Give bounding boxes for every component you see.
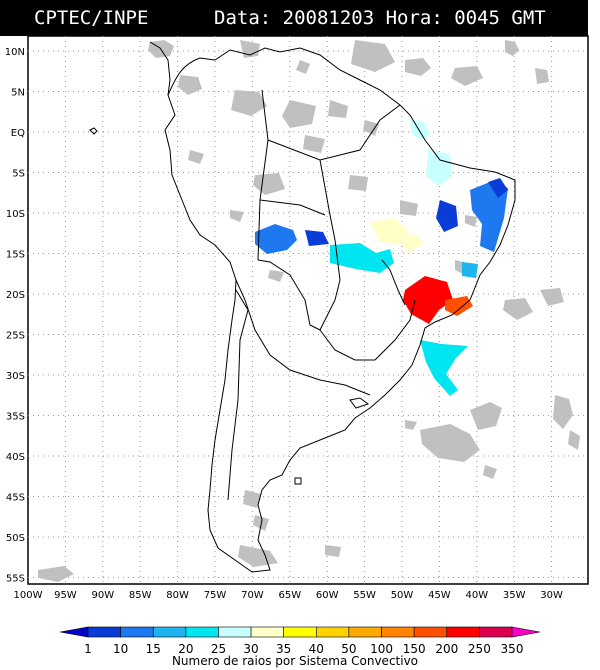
lon-tick-label: 75W <box>204 590 227 601</box>
lat-tick-label: 5S <box>12 169 25 180</box>
legend-swatch <box>479 626 513 638</box>
legend-value: 35 <box>276 642 291 656</box>
lat-tick-label: 40S <box>6 452 25 463</box>
lightning-cell <box>305 230 329 246</box>
lon-tick-label: 50W <box>391 590 414 601</box>
map-header: CPTEC/INPE Data: 20081203 Hora: 0045 GMT <box>0 0 588 36</box>
lat-tick-label: 15S <box>6 250 25 261</box>
lon-tick-label: 100W <box>14 590 43 601</box>
legend-swatch <box>120 626 154 638</box>
lightning-cell <box>470 182 508 252</box>
lon-tick-label: 65W <box>278 590 301 601</box>
lightning-cell <box>255 224 297 254</box>
lat-tick-label: 30S <box>6 371 25 382</box>
legend-value: 100 <box>370 642 393 656</box>
legend-value: 10 <box>113 642 128 656</box>
legend-swatch <box>87 626 121 638</box>
map-frame <box>27 35 589 585</box>
axis-ticks: 10N 5N EQ 5S 10S 15S 20S 25S 30S 35S 40S 45S 50S 55S 1… <box>5 47 563 601</box>
legend-swatch <box>413 626 448 638</box>
lat-tick-label: 10N <box>5 47 25 58</box>
convective-systems <box>255 120 508 396</box>
coastlines <box>89 41 516 573</box>
lon-tick-label: 35W <box>503 590 526 601</box>
cloud-cover <box>38 40 580 582</box>
lat-tick-label: 55S <box>6 574 25 585</box>
legend-swatch <box>250 626 284 638</box>
legend-value: 50 <box>341 642 356 656</box>
legend-value: 200 <box>435 642 458 656</box>
legend-value: 150 <box>403 642 426 656</box>
colorbar-legend: 1 10 15 20 25 30 35 40 50 100 150 200 250 350 <box>59 626 541 656</box>
lightning-cell <box>403 276 453 324</box>
lat-tick-label: EQ <box>11 128 25 139</box>
lon-tick-label: 55W <box>353 590 376 601</box>
lat-tick-label: 50S <box>6 533 25 544</box>
legend-swatch <box>316 626 350 638</box>
legend-value: 250 <box>468 642 491 656</box>
lightning-cell <box>420 340 468 396</box>
legend-title: Numero de raios por Sistema Convectivo <box>172 654 418 668</box>
legend-swatch <box>185 626 219 638</box>
lon-tick-label: 60W <box>316 590 339 601</box>
lat-tick-label: 35S <box>6 412 25 423</box>
lat-tick-label: 10S <box>6 209 25 220</box>
lat-tick-label: 25S <box>6 331 25 342</box>
datetime-label: Data: 20081203 Hora: 0045 GMT <box>214 7 546 29</box>
legend-value: 40 <box>309 642 324 656</box>
lightning-cell <box>488 178 508 198</box>
legend-swatch <box>283 626 317 638</box>
legend-swatch <box>59 626 89 638</box>
lon-tick-label: 40W <box>465 590 488 601</box>
legend-value: 25 <box>211 642 226 656</box>
lightning-cell <box>396 234 424 252</box>
legend-swatch <box>381 626 415 638</box>
lightning-cell <box>426 150 452 186</box>
lon-tick-label: 30W <box>540 590 563 601</box>
lat-tick-label: 45S <box>6 493 25 504</box>
lightning-cell <box>410 120 430 140</box>
lon-tick-label: 45W <box>428 590 451 601</box>
legend-swatch <box>511 626 541 638</box>
lat-tick-label: 20S <box>6 290 25 301</box>
source-label: CPTEC/INPE <box>34 7 149 29</box>
lon-tick-label: 70W <box>241 590 264 601</box>
legend-swatch <box>218 626 252 638</box>
lon-tick-label: 95W <box>54 590 77 601</box>
lightning-cell <box>445 296 473 316</box>
lightning-cell <box>462 262 478 278</box>
legend-swatch <box>152 626 187 638</box>
legend-value: 30 <box>243 642 258 656</box>
legend-value: 20 <box>178 642 193 656</box>
legend-value: 15 <box>146 642 161 656</box>
lightning-cell <box>330 243 394 273</box>
legend-value: 1 <box>84 642 92 656</box>
lightning-cell <box>436 200 458 232</box>
lon-tick-label: 90W <box>91 590 114 601</box>
lat-tick-label: 5N <box>11 88 25 99</box>
legend-value: 350 <box>501 642 524 656</box>
legend-swatch <box>446 626 480 638</box>
lon-tick-label: 85W <box>129 590 152 601</box>
lon-tick-label: 80W <box>166 590 189 601</box>
legend-swatch <box>348 626 382 638</box>
